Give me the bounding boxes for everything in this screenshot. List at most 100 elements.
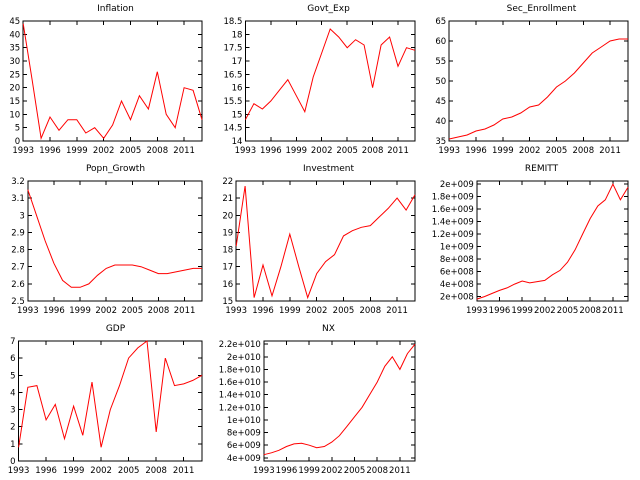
- svg-text:2.9: 2.9: [11, 228, 25, 238]
- svg-text:17.5: 17.5: [223, 44, 242, 54]
- svg-text:2008: 2008: [146, 146, 168, 156]
- svg-text:3: 3: [10, 406, 15, 416]
- svg-text:1993: 1993: [465, 306, 487, 316]
- svg-text:2005: 2005: [545, 146, 567, 156]
- svg-text:1: 1: [10, 440, 15, 450]
- svg-text:2011: 2011: [173, 306, 195, 316]
- chart-title: Popn_Growth: [85, 164, 146, 174]
- svg-text:2e+008: 2e+008: [439, 293, 473, 303]
- svg-text:1996: 1996: [275, 466, 297, 476]
- svg-text:15: 15: [231, 110, 242, 120]
- svg-text:10: 10: [9, 110, 20, 120]
- svg-text:1999: 1999: [492, 146, 514, 156]
- svg-text:3: 3: [19, 211, 24, 221]
- chart-remitt: REMITT 1993 1996 1999 2002 2005 2008 2011 2e+00…: [426, 160, 639, 320]
- svg-text:14: 14: [231, 137, 242, 147]
- svg-text:1996: 1996: [260, 146, 282, 156]
- svg-text:20: 20: [222, 211, 233, 221]
- svg-text:1993: 1993: [225, 306, 247, 316]
- svg-text:1999: 1999: [66, 146, 88, 156]
- svg-text:2002: 2002: [90, 466, 112, 476]
- svg-text:40: 40: [9, 30, 20, 40]
- svg-text:4e+008: 4e+008: [439, 280, 473, 290]
- svg-text:2011: 2011: [386, 306, 408, 316]
- svg-text:18: 18: [231, 30, 242, 40]
- svg-text:15.5: 15.5: [223, 97, 242, 107]
- chart-govt-exp: Govt_Exp 1993 1996 1999 2002 2005 2008 2011 14 1…: [213, 0, 426, 160]
- svg-text:1996: 1996: [488, 306, 510, 316]
- svg-text:2008: 2008: [572, 146, 594, 156]
- svg-text:30: 30: [9, 57, 20, 67]
- chart-investment: Investment 1993 1996 1999 2002 2005 2008 2011 1…: [213, 160, 426, 320]
- svg-text:1999: 1999: [279, 306, 301, 316]
- chart-inflation: Inflation 1993 1996 1999 2002 2005 2008 2011 0 5…: [0, 0, 213, 160]
- svg-text:1999: 1999: [511, 306, 533, 316]
- svg-text:14.5: 14.5: [223, 124, 242, 134]
- svg-text:1.6e+010: 1.6e+010: [218, 378, 260, 388]
- svg-text:45: 45: [9, 17, 20, 27]
- svg-text:2002: 2002: [305, 306, 327, 316]
- svg-text:1996: 1996: [43, 306, 65, 316]
- svg-text:1993: 1993: [234, 146, 256, 156]
- gdp-plot-canvas: 1993 1996 1999 2002 2005 2008 2011 0 1 2 3 4 5 6 7: [7, 337, 202, 476]
- svg-text:1e+009: 1e+009: [439, 243, 473, 253]
- svg-text:5: 5: [14, 124, 19, 134]
- svg-text:2008: 2008: [579, 306, 601, 316]
- remitt-plot-canvas: 1993 1996 1999 2002 2005 2008 2011 2e+008 4e+008…: [431, 180, 628, 316]
- svg-text:45: 45: [435, 97, 446, 107]
- svg-text:2002: 2002: [92, 146, 114, 156]
- svg-text:1996: 1996: [35, 466, 57, 476]
- svg-text:3.1: 3.1: [11, 194, 25, 204]
- nx-plot-canvas: 1993 1996 1999 2002 2005 2008 2011 4e+009 6e+009…: [218, 340, 415, 476]
- svg-text:2011: 2011: [599, 146, 621, 156]
- svg-text:2011: 2011: [172, 466, 194, 476]
- svg-text:1999: 1999: [62, 466, 84, 476]
- svg-text:18.5: 18.5: [223, 17, 242, 27]
- svg-text:4e+009: 4e+009: [226, 454, 260, 464]
- svg-text:2.7: 2.7: [11, 263, 25, 273]
- svg-text:2.6: 2.6: [11, 280, 25, 290]
- svg-text:1999: 1999: [69, 306, 91, 316]
- svg-text:2011: 2011: [389, 466, 411, 476]
- svg-text:1993: 1993: [252, 466, 274, 476]
- svg-text:2002: 2002: [534, 306, 556, 316]
- svg-text:1.2e+010: 1.2e+010: [218, 403, 260, 413]
- svg-text:16.5: 16.5: [223, 70, 242, 80]
- svg-text:2011: 2011: [602, 306, 624, 316]
- svg-text:2002: 2002: [518, 146, 540, 156]
- svg-text:2008: 2008: [359, 306, 381, 316]
- svg-text:1.4e+009: 1.4e+009: [431, 218, 473, 228]
- svg-text:50: 50: [435, 77, 446, 87]
- svg-text:2011: 2011: [387, 146, 409, 156]
- chart-title: NX: [322, 324, 335, 334]
- svg-text:4: 4: [10, 388, 15, 398]
- svg-text:17: 17: [231, 57, 242, 67]
- svg-text:1999: 1999: [285, 146, 307, 156]
- svg-text:20: 20: [9, 84, 20, 94]
- svg-text:2e+009: 2e+009: [439, 180, 473, 190]
- svg-text:1993: 1993: [16, 306, 38, 316]
- svg-text:2005: 2005: [556, 306, 578, 316]
- sec-enrollment-plot-canvas: 1993 1996 1999 2002 2005 2008 2011 35 40 45 50 55 60…: [435, 17, 629, 156]
- svg-text:18: 18: [222, 246, 233, 256]
- svg-text:35: 35: [435, 137, 446, 147]
- chart-nx: NX 1993 1996 1999 2002 2005 2008 2011 4e+009 6e+…: [213, 320, 426, 480]
- svg-text:3.2: 3.2: [11, 177, 25, 187]
- govt-exp-plot-canvas: 1993 1996 1999 2002 2005 2008 2011 14 14.5 15 15.5…: [223, 17, 416, 156]
- svg-text:2011: 2011: [173, 146, 195, 156]
- svg-text:60: 60: [435, 37, 446, 47]
- svg-text:16: 16: [231, 84, 242, 94]
- svg-text:16: 16: [222, 280, 233, 290]
- svg-text:40: 40: [435, 117, 446, 127]
- svg-text:2005: 2005: [121, 306, 143, 316]
- svg-text:6e+009: 6e+009: [226, 441, 260, 451]
- svg-text:0: 0: [14, 137, 19, 147]
- svg-text:1993: 1993: [12, 146, 34, 156]
- svg-text:1.8e+010: 1.8e+010: [218, 365, 260, 375]
- investment-plot-canvas: 1993 1996 1999 2002 2005 2008 2011 15 16 17 18 19 20…: [222, 177, 416, 316]
- svg-text:2008: 2008: [361, 146, 383, 156]
- svg-text:2008: 2008: [145, 466, 167, 476]
- chart-title: Govt_Exp: [307, 4, 350, 14]
- svg-text:25: 25: [9, 70, 20, 80]
